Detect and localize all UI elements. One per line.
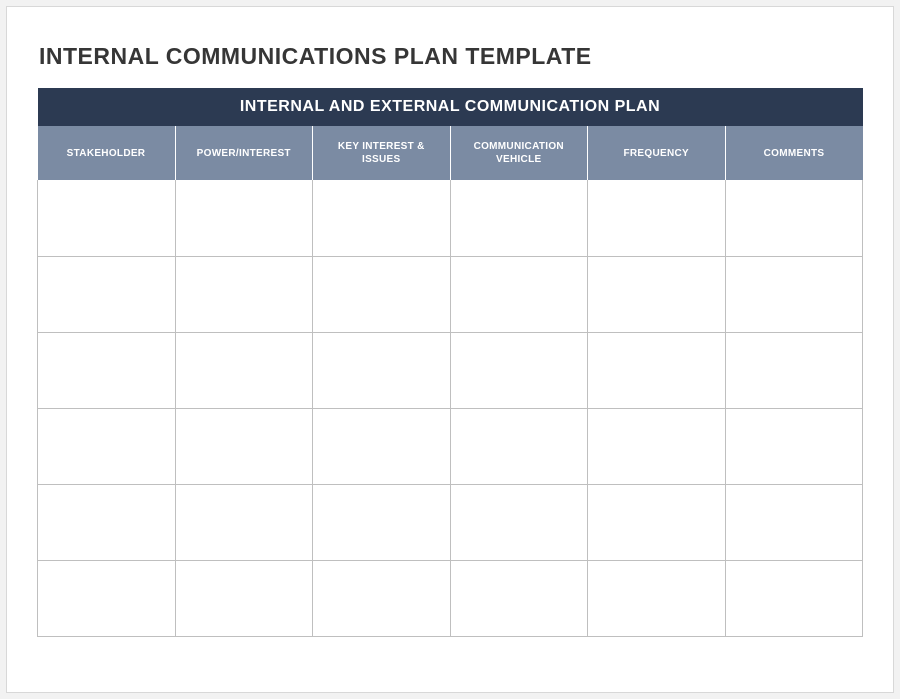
table-row (38, 332, 863, 408)
table-cell[interactable] (38, 560, 176, 636)
table-cell[interactable] (588, 256, 726, 332)
table-cell[interactable] (450, 560, 588, 636)
table-cell[interactable] (725, 560, 863, 636)
table-cell[interactable] (313, 256, 451, 332)
table-cell[interactable] (175, 560, 313, 636)
page-title: INTERNAL COMMUNICATIONS PLAN TEMPLATE (39, 43, 863, 70)
table-cell[interactable] (38, 408, 176, 484)
col-header-frequency: FREQUENCY (588, 126, 726, 180)
table-cell[interactable] (175, 484, 313, 560)
table-cell[interactable] (175, 256, 313, 332)
table-banner-row: INTERNAL AND EXTERNAL COMMUNICATION PLAN (38, 88, 863, 126)
table-cell[interactable] (588, 332, 726, 408)
table-row (38, 180, 863, 256)
table-cell[interactable] (175, 408, 313, 484)
table-cell[interactable] (313, 484, 451, 560)
table-cell[interactable] (725, 408, 863, 484)
table-banner: INTERNAL AND EXTERNAL COMMUNICATION PLAN (38, 88, 863, 126)
table-cell[interactable] (450, 332, 588, 408)
table-cell[interactable] (450, 256, 588, 332)
communication-plan-table: INTERNAL AND EXTERNAL COMMUNICATION PLAN… (37, 88, 863, 637)
col-header-key-interest: KEY INTEREST & ISSUES (313, 126, 451, 180)
table-cell[interactable] (38, 180, 176, 256)
table-cell[interactable] (725, 256, 863, 332)
table-row (38, 256, 863, 332)
table-row (38, 408, 863, 484)
table-cell[interactable] (313, 332, 451, 408)
table-cell[interactable] (588, 408, 726, 484)
table-cell[interactable] (725, 484, 863, 560)
table-cell[interactable] (38, 332, 176, 408)
table-cell[interactable] (450, 408, 588, 484)
table-cell[interactable] (450, 484, 588, 560)
table-cell[interactable] (588, 484, 726, 560)
table-cell[interactable] (38, 484, 176, 560)
col-header-comm-vehicle: COMMUNICATION VEHICLE (450, 126, 588, 180)
table-row (38, 560, 863, 636)
table-cell[interactable] (313, 560, 451, 636)
table-cell[interactable] (725, 180, 863, 256)
table-row (38, 484, 863, 560)
table-cell[interactable] (588, 180, 726, 256)
table-cell[interactable] (588, 560, 726, 636)
document-page: INTERNAL COMMUNICATIONS PLAN TEMPLATE IN… (6, 6, 894, 693)
table-cell[interactable] (175, 332, 313, 408)
table-cell[interactable] (725, 332, 863, 408)
table-cell[interactable] (175, 180, 313, 256)
table-cell[interactable] (313, 180, 451, 256)
table-header-row: STAKEHOLDER POWER/INTEREST KEY INTEREST … (38, 126, 863, 180)
col-header-power-interest: POWER/INTEREST (175, 126, 313, 180)
table-cell[interactable] (313, 408, 451, 484)
col-header-stakeholder: STAKEHOLDER (38, 126, 176, 180)
table-cell[interactable] (450, 180, 588, 256)
col-header-comments: COMMENTS (725, 126, 863, 180)
table-cell[interactable] (38, 256, 176, 332)
